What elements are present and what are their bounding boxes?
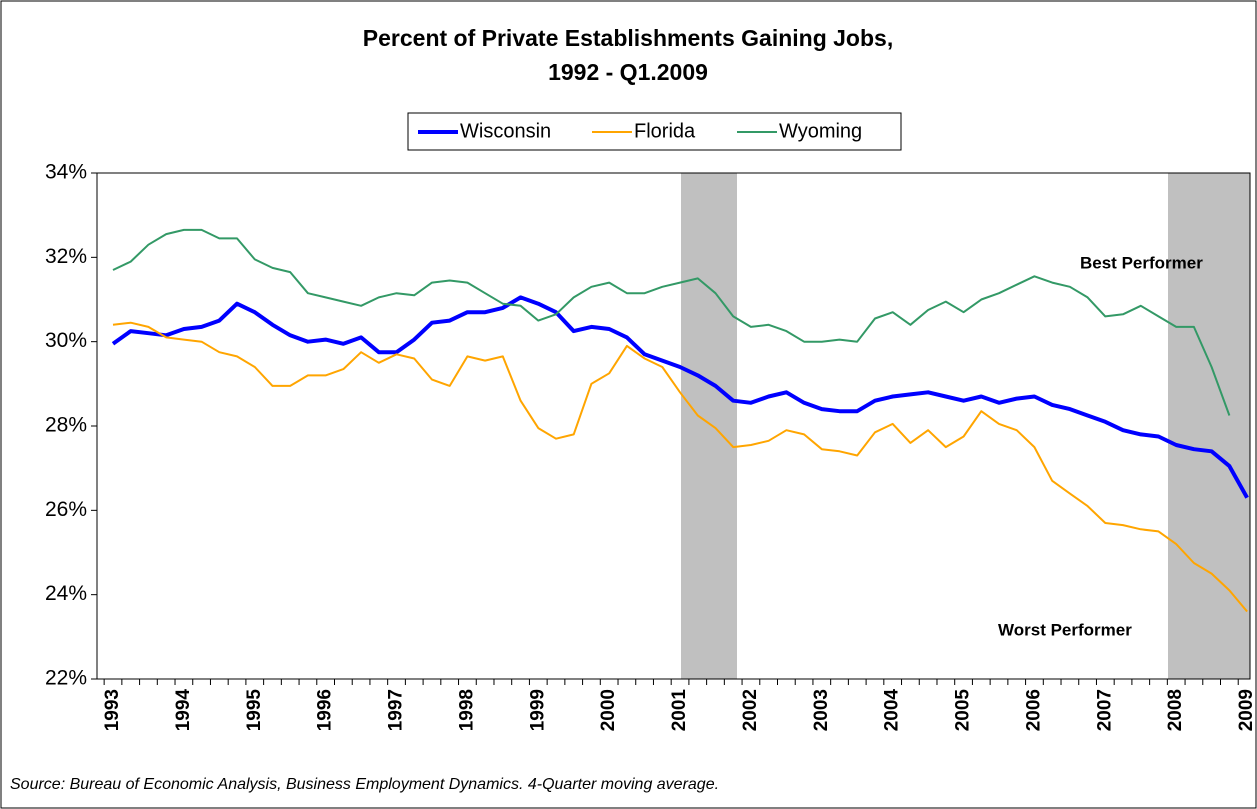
- annotation: Best Performer: [1080, 253, 1203, 272]
- x-tick-label: 1996: [315, 689, 336, 731]
- x-tick-label: 2006: [1023, 689, 1044, 731]
- recession-shading: [681, 173, 737, 679]
- chart-title: Percent of Private Establishments Gainin…: [363, 25, 893, 51]
- x-tick-label: 2009: [1236, 689, 1257, 731]
- x-tick-label: 2008: [1165, 689, 1186, 731]
- line-series: [112, 321, 1248, 613]
- x-tick-label: 1997: [386, 689, 407, 731]
- y-tick-label: 28%: [45, 414, 87, 437]
- legend-box: [407, 112, 902, 151]
- x-tick-label: 1998: [456, 689, 477, 731]
- chart-subtitle: 1992 - Q1.2009: [548, 59, 708, 85]
- line-series: [111, 295, 1249, 499]
- line-series: [112, 228, 1231, 416]
- y-tick-label: 34%: [45, 161, 87, 184]
- y-tick-label: 26%: [45, 498, 87, 521]
- x-tick-label: 1999: [527, 689, 548, 731]
- x-tick-label: 1995: [244, 689, 265, 732]
- y-tick-label: 32%: [45, 245, 87, 268]
- legend-label: Wyoming: [779, 120, 862, 142]
- x-tick-label: 2007: [1094, 689, 1115, 731]
- recession-shading: [1168, 173, 1250, 679]
- x-tick-label: 2003: [811, 689, 832, 731]
- y-tick-label: 24%: [45, 582, 87, 605]
- x-tick-label: 2001: [669, 689, 690, 732]
- y-tick-label: 30%: [45, 329, 87, 352]
- x-tick-label: 2004: [882, 689, 903, 732]
- legend-label: Florida: [634, 120, 696, 142]
- legend-label: Wisconsin: [460, 120, 551, 142]
- x-tick-label: 2002: [740, 689, 761, 731]
- x-tick-label: 2000: [598, 689, 619, 731]
- x-tick-label: 1993: [102, 689, 123, 731]
- x-tick-label: 2005: [953, 689, 974, 732]
- x-tick-label: 1994: [173, 689, 194, 732]
- y-tick-label: 22%: [45, 667, 87, 690]
- annotation: Worst Performer: [998, 620, 1132, 639]
- source-note: Source: Bureau of Economic Analysis, Bus…: [10, 776, 719, 793]
